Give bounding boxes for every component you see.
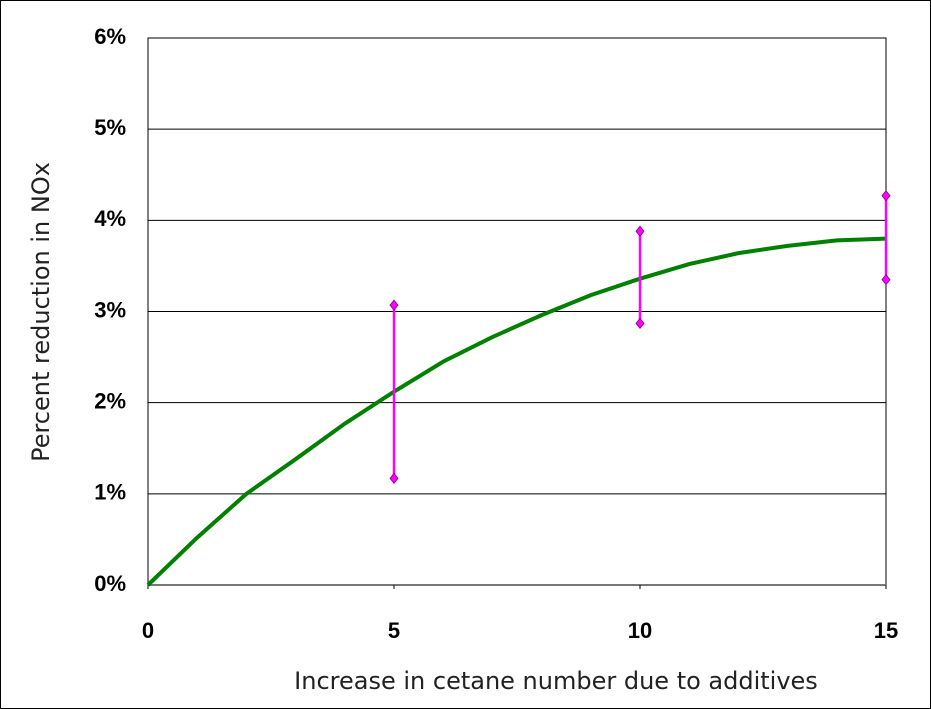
y-tick-label: 1% bbox=[94, 480, 126, 505]
y-tick-label: 2% bbox=[94, 388, 126, 413]
y-tick-label: 0% bbox=[94, 571, 126, 596]
y-axis-title: Percent reduction in NOx bbox=[27, 162, 55, 462]
range-marker bbox=[389, 299, 399, 311]
y-tick-label: 5% bbox=[94, 115, 126, 140]
range-marker bbox=[635, 225, 645, 237]
x-tick-label: 0 bbox=[142, 618, 154, 643]
x-tick-label: 5 bbox=[388, 618, 400, 643]
range-marker bbox=[881, 190, 891, 202]
y-tick-label: 3% bbox=[94, 297, 126, 322]
line-series bbox=[146, 236, 887, 587]
range-marker bbox=[635, 317, 645, 329]
x-axis-title: Increase in cetane number due to additiv… bbox=[294, 667, 818, 695]
x-tick-label: 10 bbox=[628, 618, 652, 643]
range-marker bbox=[881, 273, 891, 286]
y-tick-label: 4% bbox=[94, 206, 126, 231]
x-tick-label: 15 bbox=[874, 618, 898, 643]
range-marker bbox=[389, 472, 399, 484]
y-tick-label: 6% bbox=[94, 24, 126, 49]
